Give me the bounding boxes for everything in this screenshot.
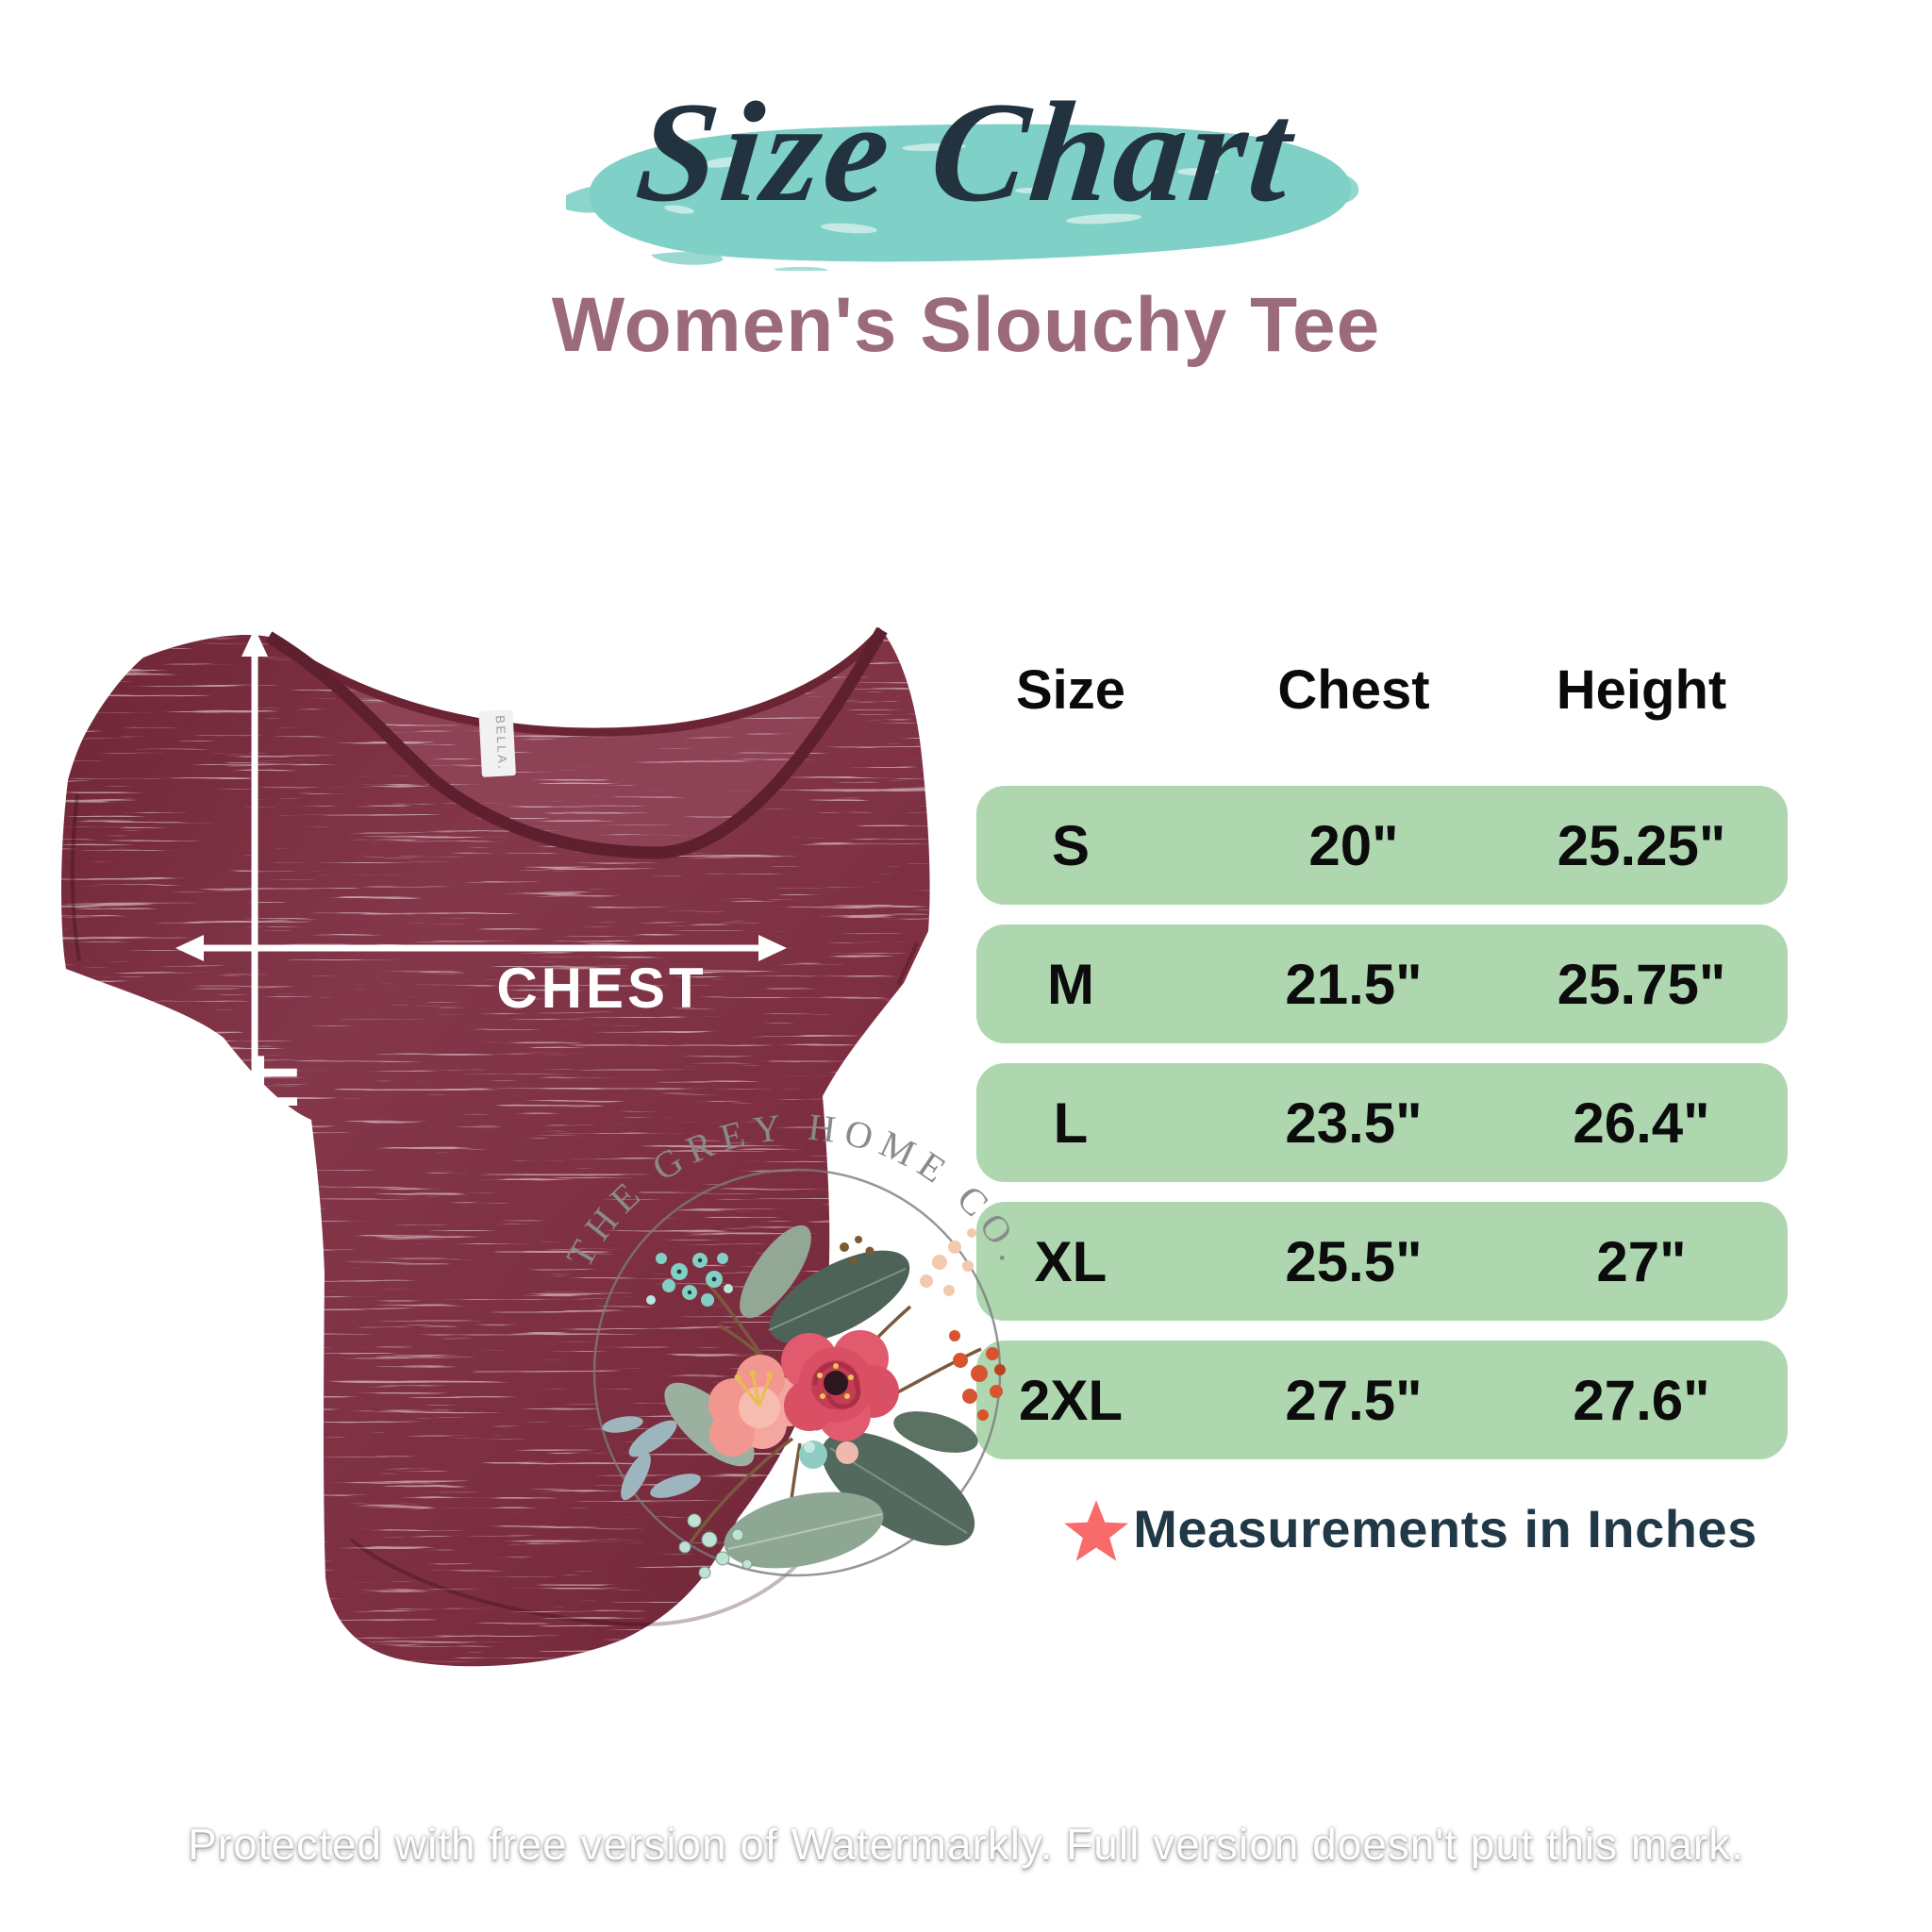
cell-size: S xyxy=(1051,813,1091,877)
rose-flower xyxy=(781,1330,899,1441)
chest-arrowhead-right xyxy=(758,935,787,961)
header-size: Size xyxy=(1015,659,1126,721)
table-row-xl: XL 25.5" 27" xyxy=(976,1202,1788,1321)
size-table-header: Size Chest Height xyxy=(976,658,1788,722)
cell-height: 27.6" xyxy=(1573,1368,1710,1432)
measurements-note: Measurements in Inches xyxy=(1019,1492,1802,1564)
page-title: Size Chart xyxy=(629,73,1303,231)
header-chest: Chest xyxy=(1277,659,1430,721)
cell-chest: 20" xyxy=(1308,813,1399,877)
cell-size: XL xyxy=(1034,1229,1108,1293)
left-sleeve-seam xyxy=(70,793,81,961)
grey-home-watermark-logo: THE GREY HOME CO. xyxy=(566,1113,1028,1579)
cell-chest: 23.5" xyxy=(1285,1091,1423,1155)
height-arrowhead-top xyxy=(242,628,268,657)
cell-chest: 21.5" xyxy=(1285,952,1423,1016)
cell-height: 27" xyxy=(1596,1229,1687,1293)
cell-size: M xyxy=(1047,952,1094,1016)
header-height: Height xyxy=(1556,659,1727,721)
chest-arrowhead-left xyxy=(175,935,204,961)
cell-chest: 25.5" xyxy=(1285,1229,1423,1293)
bella-tag: BELLA. xyxy=(478,709,516,777)
measurements-note-text: Measurements in Inches xyxy=(1133,1498,1757,1558)
cell-chest: 27.5" xyxy=(1285,1368,1423,1432)
cell-height: 26.4" xyxy=(1573,1091,1710,1155)
height-arrowhead-bottom xyxy=(242,1381,268,1409)
chest-label: CHEST xyxy=(496,957,707,1020)
tshirt-diagram: BELLA. CHEST HEIGHT xyxy=(61,585,930,1667)
page-subtitle: Women's Slouchy Tee xyxy=(551,282,1381,368)
size-table: S 20" 25.25" M 21.5" 25.75" L 23.5" 26.4… xyxy=(976,786,1788,1459)
star-icon xyxy=(1064,1500,1129,1561)
cell-height: 25.75" xyxy=(1557,952,1726,1016)
watermark-footer-text: Protected with free version of Watermark… xyxy=(188,1820,1744,1869)
right-sleeve-seam xyxy=(896,942,919,986)
cell-height: 25.25" xyxy=(1557,813,1726,877)
hem-seam xyxy=(349,1536,821,1627)
cell-size: L xyxy=(1053,1091,1089,1155)
height-label: HEIGHT xyxy=(246,1052,309,1289)
table-row-2xl: 2XL 27.5" 27.6" xyxy=(976,1341,1788,1459)
table-row-s: S 20" 25.25" xyxy=(976,786,1788,905)
cell-size: 2XL xyxy=(1018,1368,1124,1432)
flower-bouquet xyxy=(602,1224,1006,1579)
brush-stroke-graphic xyxy=(538,124,1359,271)
table-row-l: L 23.5" 26.4" xyxy=(976,1063,1788,1182)
table-row-m: M 21.5" 25.75" xyxy=(976,924,1788,1043)
bella-tag-label: BELLA. xyxy=(493,715,510,772)
